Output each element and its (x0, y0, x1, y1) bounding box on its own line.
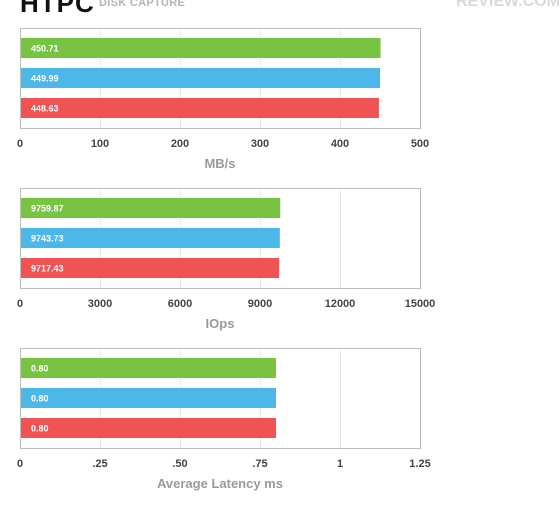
x-tick-label: .25 (92, 458, 107, 470)
x-tick-label: 0 (17, 458, 23, 470)
watermark-logo: REVIEW.COM (455, 0, 560, 10)
x-tick-label: 200 (171, 138, 189, 150)
bar-value-label: 449.99 (31, 74, 59, 84)
bar (21, 98, 379, 118)
bar-value-label: 0.80 (31, 394, 49, 404)
bar (21, 418, 276, 438)
header: HTPC DISK CAPTURE REVIEW.COM (0, 0, 560, 14)
bar (21, 38, 381, 58)
chart-3: 0.80 0.80 0.80 0 .25 .50 .75 1 1.25 Average Laten… (17, 348, 431, 491)
brand-title: HTPC (20, 0, 95, 14)
bar (21, 198, 281, 218)
x-tick-label: 500 (411, 138, 429, 150)
bar (21, 228, 280, 248)
chart-1: 450.71 449.99 448.63 0 100 200 300 400 500 MB/s (17, 28, 429, 171)
x-tick-label: 15000 (405, 298, 436, 310)
x-tick-label: 300 (251, 138, 269, 150)
bar (21, 388, 276, 408)
x-tick-label: .50 (172, 458, 187, 470)
x-tick-label: 3000 (88, 298, 112, 310)
bar (21, 258, 280, 278)
x-tick-label: 0 (17, 138, 23, 150)
bar (21, 358, 276, 378)
x-tick-label: 9000 (248, 298, 272, 310)
x-axis-title: Average Latency ms (157, 476, 283, 491)
bar-value-label: 9717.43 (31, 264, 64, 274)
x-tick-label: 1 (337, 458, 343, 470)
x-tick-label: 0 (17, 298, 23, 310)
x-tick-label: 400 (331, 138, 349, 150)
x-tick-label: .75 (252, 458, 267, 470)
bar-value-label: 450.71 (31, 44, 59, 54)
bar-value-label: 9743.73 (31, 234, 64, 244)
bar (21, 68, 380, 88)
bar-value-label: 0.80 (31, 424, 49, 434)
chart-2: 9759.87 9743.73 9717.43 0 3000 6000 9000 12000 1… (17, 188, 436, 331)
x-tick-label: 1.25 (409, 458, 430, 470)
x-tick-label: 100 (91, 138, 109, 150)
chart-subtitle: DISK CAPTURE (99, 0, 186, 9)
x-tick-label: 6000 (168, 298, 192, 310)
bar-value-label: 0.80 (31, 364, 49, 374)
bar-value-label: 448.63 (31, 104, 59, 114)
bar-value-label: 9759.87 (31, 204, 64, 214)
x-axis-title: IOps (206, 316, 235, 331)
x-tick-label: 12000 (325, 298, 356, 310)
x-axis-title: MB/s (204, 156, 235, 171)
